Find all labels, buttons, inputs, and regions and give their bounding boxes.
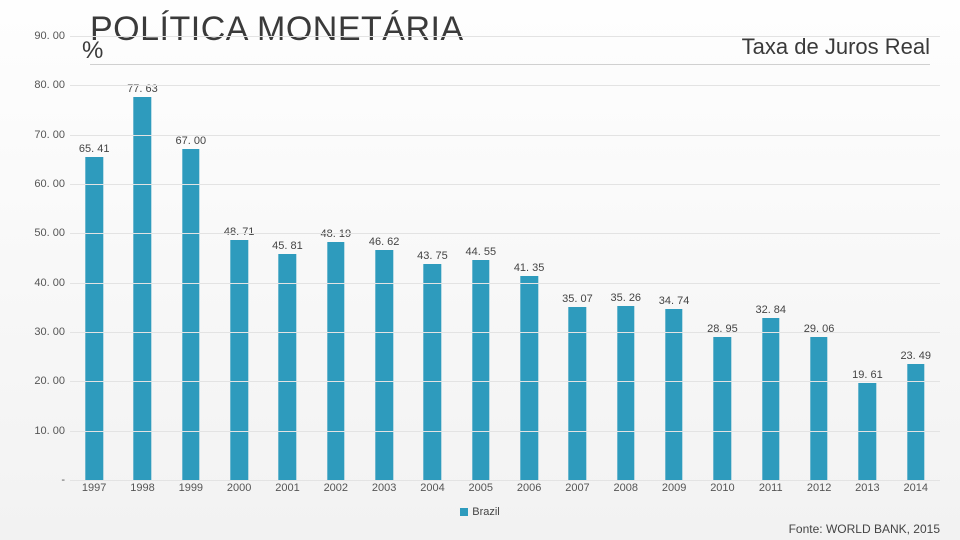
x-tick-label: 2001	[263, 482, 311, 498]
x-tick-label: 2000	[215, 482, 263, 498]
gridline	[70, 85, 940, 86]
y-tick-label: -	[20, 474, 65, 486]
legend: Brazil	[0, 506, 960, 518]
y-tick-label: 30. 00	[20, 326, 65, 338]
bar-value-label: 46. 62	[369, 236, 400, 248]
x-tick-label: 2005	[457, 482, 505, 498]
x-tick-label: 2012	[795, 482, 843, 498]
bar-cell: 29. 06	[795, 36, 843, 480]
bar	[375, 250, 392, 480]
gridline	[70, 184, 940, 185]
bar	[230, 240, 247, 480]
bar	[714, 337, 731, 480]
x-tick-label: 2014	[892, 482, 940, 498]
bar-value-label: 35. 07	[562, 293, 593, 305]
x-tick-label: 1998	[118, 482, 166, 498]
gridline	[70, 332, 940, 333]
y-tick-label: 60. 00	[20, 178, 65, 190]
bar	[134, 97, 151, 480]
bar-value-label: 28. 95	[707, 323, 738, 335]
bar-cell: 67. 00	[167, 36, 215, 480]
y-tick-label: 20. 00	[20, 375, 65, 387]
bar-value-label: 34. 74	[659, 295, 690, 307]
x-tick-label: 2002	[312, 482, 360, 498]
y-tick-label: 10. 00	[20, 425, 65, 437]
bar-value-label: 35. 26	[610, 292, 641, 304]
gridline	[70, 283, 940, 284]
y-tick-label: 90. 00	[20, 30, 65, 42]
bar-value-label: 45. 81	[272, 240, 303, 252]
bar-cell: 48. 19	[312, 36, 360, 480]
bar-cell: 77. 63	[118, 36, 166, 480]
gridline	[70, 381, 940, 382]
y-tick-label: 50. 00	[20, 227, 65, 239]
bar	[665, 309, 682, 480]
x-tick-label: 2013	[843, 482, 891, 498]
x-tick-label: 2011	[747, 482, 795, 498]
bar	[327, 242, 344, 480]
gridline	[70, 135, 940, 136]
bar-cell: 45. 81	[263, 36, 311, 480]
bar-cell: 28. 95	[698, 36, 746, 480]
bar-cell: 41. 35	[505, 36, 553, 480]
bar-cell: 34. 74	[650, 36, 698, 480]
bar	[472, 260, 489, 480]
slide: POLÍTICA MONETÁRIA Taxa de Juros Real % …	[0, 0, 960, 540]
bar-cell: 65. 41	[70, 36, 118, 480]
bar-value-label: 41. 35	[514, 262, 545, 274]
source-text: Fonte: WORLD BANK, 2015	[789, 522, 940, 536]
bar-value-label: 23. 49	[900, 350, 931, 362]
bars-container: 65. 41 77. 63 67. 00 48. 71 45. 81 48. 19 46. …	[70, 36, 940, 480]
x-tick-label: 2004	[408, 482, 456, 498]
bar-value-label: 32. 84	[755, 304, 786, 316]
bar-cell: 23. 49	[892, 36, 940, 480]
bar	[424, 264, 441, 480]
gridline	[70, 431, 940, 432]
x-tick-label: 2006	[505, 482, 553, 498]
bar-value-label: 67. 00	[176, 135, 207, 147]
plot-area: 65. 41 77. 63 67. 00 48. 71 45. 81 48. 19 46. …	[70, 36, 940, 480]
bar-value-label: 43. 75	[417, 250, 448, 262]
y-tick-label: 70. 00	[20, 129, 65, 141]
bar-cell: 44. 55	[457, 36, 505, 480]
bar-cell: 48. 71	[215, 36, 263, 480]
bar-value-label: 48. 71	[224, 226, 255, 238]
bar-cell: 46. 62	[360, 36, 408, 480]
bar	[520, 276, 537, 480]
bar-value-label: 44. 55	[465, 246, 496, 258]
bar-chart: 65. 41 77. 63 67. 00 48. 71 45. 81 48. 19 46. …	[20, 36, 940, 498]
x-axis-labels: 1997199819992000200120022003200420052006…	[70, 482, 940, 498]
bar-cell: 43. 75	[408, 36, 456, 480]
x-tick-label: 1997	[70, 482, 118, 498]
bar-cell: 32. 84	[747, 36, 795, 480]
x-tick-label: 1999	[167, 482, 215, 498]
gridline	[70, 233, 940, 234]
bar-cell: 35. 07	[553, 36, 601, 480]
bar-cell: 19. 61	[843, 36, 891, 480]
bar-cell: 35. 26	[602, 36, 650, 480]
gridline	[70, 36, 940, 37]
legend-swatch	[460, 508, 468, 516]
x-tick-label: 2009	[650, 482, 698, 498]
bar-value-label: 19. 61	[852, 369, 883, 381]
y-tick-label: 40. 00	[20, 277, 65, 289]
bar	[279, 254, 296, 480]
bar-value-label: 65. 41	[79, 143, 110, 155]
legend-label: Brazil	[472, 506, 500, 518]
x-tick-label: 2007	[553, 482, 601, 498]
x-tick-label: 2010	[698, 482, 746, 498]
gridline	[70, 480, 940, 481]
x-tick-label: 2008	[602, 482, 650, 498]
bar	[810, 337, 827, 480]
y-tick-label: 80. 00	[20, 79, 65, 91]
x-tick-label: 2003	[360, 482, 408, 498]
bar	[762, 318, 779, 480]
